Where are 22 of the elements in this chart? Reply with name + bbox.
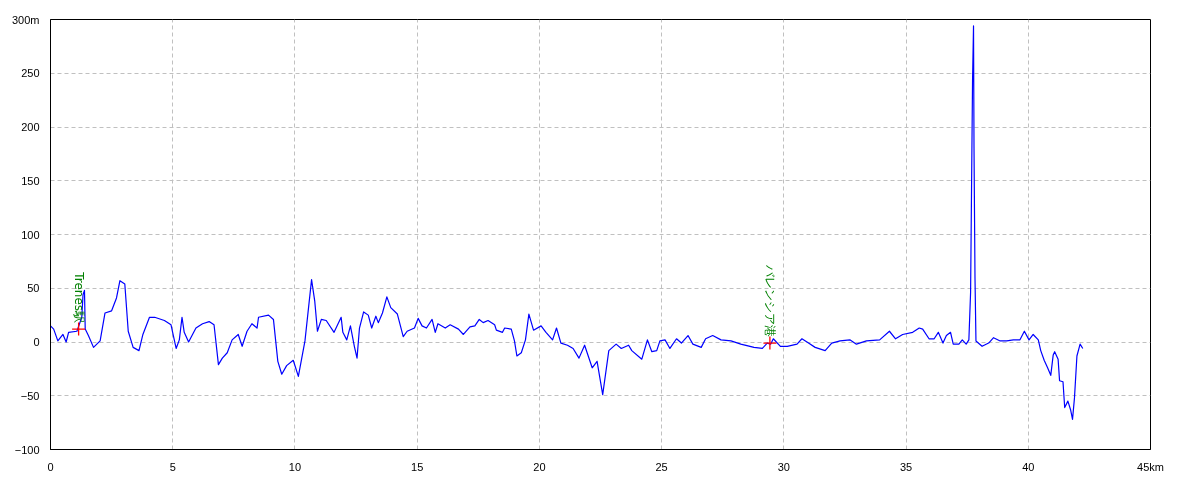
y-tick-label: −50 [20,389,40,402]
x-tick-label: 45km [1137,460,1164,473]
annotation: Trenes駅 [71,271,86,324]
x-tick-label: 35 [899,460,913,473]
x-tick-label: 25 [655,460,668,473]
line-series [50,25,1084,420]
x-tick-label: 10 [288,460,302,473]
x-tick-label: 30 [777,460,790,473]
y-tick-label: 100 [21,228,40,241]
y-tick-label: 0 [33,336,40,348]
y-tick-label: 300m [11,13,40,26]
y-tick-label: 150 [21,174,40,187]
x-tick-label: 0 [47,460,54,473]
y-tick-label: 200 [21,121,40,133]
y-tick-label: 250 [21,67,40,80]
x-tick-label: 40 [1022,460,1035,473]
y-tick-label: −100 [14,443,40,456]
x-tick-label: 20 [533,460,546,473]
y-tick-label: 50 [27,282,40,295]
x-tick-label: 5 [169,460,176,473]
annotation: バレンシア港 [762,264,777,338]
x-tick-label: 15 [411,460,424,473]
